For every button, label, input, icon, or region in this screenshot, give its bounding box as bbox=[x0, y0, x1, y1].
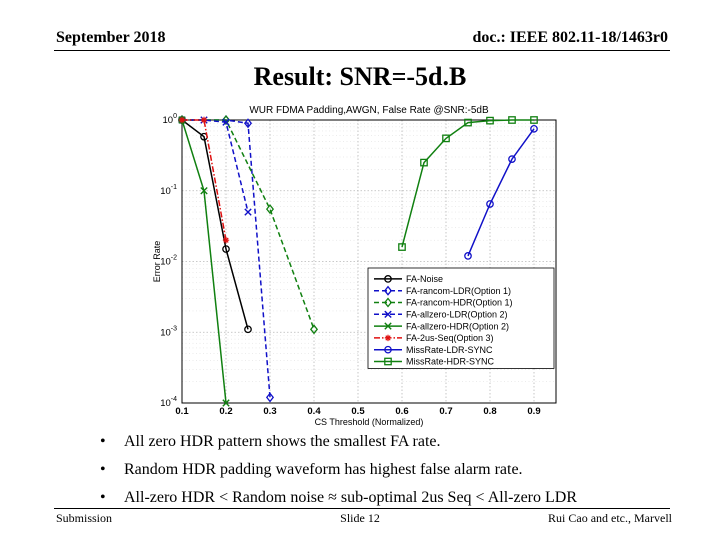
bullet-glyph: • bbox=[100, 489, 106, 506]
series-path bbox=[181, 119, 249, 330]
x-tick-label: 0.4 bbox=[307, 406, 321, 417]
y-tick-label: 10-1 bbox=[160, 184, 177, 197]
data-point bbox=[530, 116, 538, 124]
data-point bbox=[309, 324, 319, 335]
bullet-text: All-zero HDR < Random noise ≈ sub-optima… bbox=[124, 489, 577, 506]
data-point bbox=[200, 116, 208, 124]
x-tick-label: 0.3 bbox=[263, 406, 276, 417]
x-tick-label: 0.8 bbox=[483, 406, 496, 417]
data-point bbox=[265, 392, 275, 403]
plot-frame bbox=[181, 119, 557, 404]
data-point bbox=[508, 155, 516, 163]
bullet-item: • All-zero HDR < Random noise ≈ sub-optim… bbox=[100, 487, 577, 515]
y-tick-label: 100 bbox=[163, 113, 178, 126]
data-point bbox=[442, 134, 450, 143]
series-path bbox=[467, 128, 535, 257]
data-point bbox=[464, 252, 472, 260]
data-point bbox=[243, 118, 253, 129]
data-point bbox=[530, 124, 538, 133]
series-path bbox=[182, 119, 271, 398]
data-point bbox=[244, 325, 252, 334]
bullet-glyph: • bbox=[100, 433, 106, 450]
bullet-list: • All zero HDR pattern shows the smallest… bbox=[100, 431, 577, 515]
x-tick-label: 0.9 bbox=[527, 406, 540, 417]
data-point bbox=[222, 118, 230, 126]
legend-entry: FA-Noise bbox=[406, 274, 443, 284]
legend-marker bbox=[384, 322, 392, 330]
bullet-text: All zero HDR pattern shows the smallest … bbox=[124, 433, 441, 450]
data-point bbox=[265, 204, 275, 215]
series-path bbox=[401, 119, 534, 248]
data-point bbox=[420, 158, 428, 167]
legend-entry: FA-allzero-LDR(Option 2) bbox=[406, 310, 508, 320]
legend-marker bbox=[384, 357, 392, 366]
legend-entry: FA-rancom-LDR(Option 1) bbox=[406, 286, 511, 296]
legend-marker bbox=[384, 310, 392, 318]
x-tick-label: 0.7 bbox=[439, 406, 452, 417]
data-point bbox=[200, 187, 208, 195]
legend-entry: FA-allzero-HDR(Option 2) bbox=[406, 321, 509, 331]
data-point bbox=[222, 399, 230, 407]
legend-marker bbox=[383, 285, 393, 296]
data-point bbox=[398, 243, 406, 251]
bullet-item: • All zero HDR pattern shows the smallest… bbox=[100, 431, 577, 459]
y-tick-label: 10-2 bbox=[160, 255, 177, 268]
bullet-item: • Random HDR padding waveform has highest… bbox=[100, 459, 577, 487]
data-point bbox=[508, 116, 516, 124]
bullet-text: Random HDR padding waveform has highest … bbox=[124, 461, 523, 478]
legend: FA-Noise FA-rancom-LDR(Option 1) FA-rancom… bbox=[367, 267, 555, 369]
slide-title: Result: SNR=-5d.B bbox=[253, 62, 467, 91]
x-tick-label: 0.1 bbox=[175, 406, 189, 417]
x-tick-label: 0.6 bbox=[395, 406, 408, 417]
header-date: September 2018 bbox=[56, 29, 166, 46]
legend-marker bbox=[383, 297, 393, 308]
series-line bbox=[464, 124, 538, 260]
data-point bbox=[486, 116, 494, 125]
series-line bbox=[178, 116, 230, 244]
data-point bbox=[244, 208, 252, 216]
x-tick-label: 0.2 bbox=[219, 406, 232, 417]
data-point bbox=[178, 116, 186, 124]
data-point bbox=[222, 245, 230, 253]
legend-entry: MissRate-HDR-SYNC bbox=[406, 357, 495, 367]
y-axis-label: Error Rate bbox=[152, 241, 162, 283]
footer-slide-number: Slide 12 bbox=[340, 511, 380, 525]
y-tick-label: 10-3 bbox=[160, 325, 177, 338]
y-tick-label: 10-4 bbox=[160, 396, 177, 409]
error-rate-chart: 0.1 0.2 0.3 0.4 0.5 0.6 0.7 0.8 0.9 100 10-1 10-2 10… bbox=[152, 105, 557, 427]
data-point bbox=[464, 118, 472, 127]
series-line bbox=[398, 116, 538, 251]
legend-entry: FA-rancom-HDR(Option 1) bbox=[406, 298, 513, 308]
legend-marker bbox=[384, 275, 392, 283]
legend-entry: FA-2us-Seq(Option 3) bbox=[406, 333, 494, 343]
header-doc-id: doc.: IEEE 802.11-18/1463r0 bbox=[472, 29, 668, 46]
data-point bbox=[222, 237, 230, 244]
footer-author: Rui Cao and etc., Marvell bbox=[548, 511, 672, 525]
data-point bbox=[221, 114, 231, 126]
legend-entry: MissRate-LDR-SYNC bbox=[406, 345, 493, 355]
x-tick-label: 0.5 bbox=[351, 406, 365, 417]
footer-submission: Submission bbox=[56, 511, 113, 525]
x-axis-label: CS Threshold (Normalized) bbox=[315, 417, 424, 427]
bullet-glyph: • bbox=[100, 461, 106, 478]
series-path bbox=[182, 119, 249, 213]
legend-box bbox=[367, 267, 555, 369]
footer-divider bbox=[54, 508, 670, 509]
data-point bbox=[486, 200, 494, 208]
legend-marker bbox=[384, 345, 392, 354]
legend-marker bbox=[384, 334, 392, 342]
header-divider bbox=[54, 50, 670, 51]
chart-title: WUR FDMA Padding,AWGN, False Rate @SNR:-… bbox=[249, 105, 489, 116]
